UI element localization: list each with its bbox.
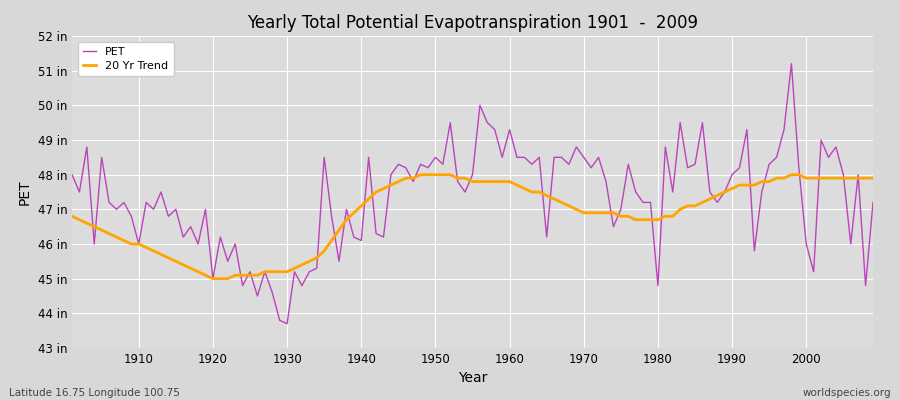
Y-axis label: PET: PET <box>18 179 32 205</box>
Title: Yearly Total Potential Evapotranspiration 1901  -  2009: Yearly Total Potential Evapotranspiratio… <box>247 14 698 32</box>
PET <box>296 283 307 288</box>
Line: PET: PET <box>72 64 873 324</box>
20 Yr Trend <box>608 210 619 215</box>
20 Yr Trend <box>67 214 77 219</box>
20 Yr Trend <box>511 183 522 188</box>
Line: 20 Yr Trend: 20 Yr Trend <box>72 175 873 279</box>
X-axis label: Year: Year <box>458 372 487 386</box>
PET <box>282 321 292 326</box>
PET <box>341 207 352 212</box>
20 Yr Trend <box>341 217 352 222</box>
20 Yr Trend <box>296 262 307 267</box>
20 Yr Trend <box>126 242 137 246</box>
PET <box>67 172 77 177</box>
20 Yr Trend <box>868 176 878 180</box>
PET <box>511 155 522 160</box>
PET <box>504 127 515 132</box>
20 Yr Trend <box>208 276 219 281</box>
Text: Latitude 16.75 Longitude 100.75: Latitude 16.75 Longitude 100.75 <box>9 388 180 398</box>
PET <box>868 200 878 205</box>
PET <box>126 214 137 219</box>
20 Yr Trend <box>519 186 530 191</box>
PET <box>600 179 611 184</box>
Text: worldspecies.org: worldspecies.org <box>803 388 891 398</box>
20 Yr Trend <box>415 172 426 177</box>
PET <box>786 61 796 66</box>
Legend: PET, 20 Yr Trend: PET, 20 Yr Trend <box>77 42 174 76</box>
